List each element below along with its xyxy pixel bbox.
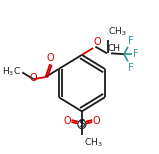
Text: O: O bbox=[63, 116, 71, 126]
Text: O: O bbox=[93, 116, 101, 126]
Text: S: S bbox=[79, 119, 85, 129]
Text: CH$_3$: CH$_3$ bbox=[84, 136, 103, 149]
Text: O: O bbox=[47, 53, 55, 63]
Text: F: F bbox=[133, 49, 138, 59]
Text: F: F bbox=[128, 36, 134, 46]
Text: CH$_3$: CH$_3$ bbox=[108, 26, 127, 38]
Text: H$_3$C: H$_3$C bbox=[2, 65, 21, 78]
Text: O: O bbox=[30, 73, 37, 83]
Text: O: O bbox=[94, 37, 101, 47]
Text: F: F bbox=[128, 63, 134, 73]
Text: CH: CH bbox=[107, 44, 120, 53]
